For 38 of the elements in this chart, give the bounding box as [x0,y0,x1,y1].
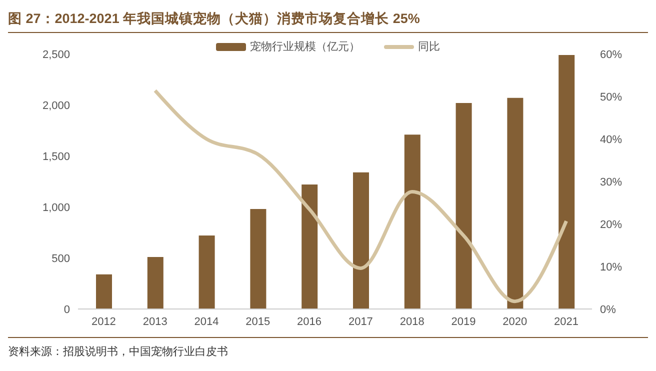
bar [558,55,575,309]
y2-tick-label: 20% [600,218,622,231]
y2-tick-label: 30% [600,176,622,188]
x-tick-label: 2019 [451,316,476,328]
x-tick-label: 2013 [142,316,168,328]
y-tick-label: 2,500 [42,48,70,61]
bar [353,172,369,309]
bar [250,209,266,309]
y-tick-label: 2,000 [42,100,70,112]
y2-tick-label: 60% [600,48,622,61]
y2-tick-label: 40% [600,134,622,146]
bar [456,102,472,309]
legend-label: 宠物行业规模（亿元） [249,40,360,54]
y-tick-label: 500 [52,252,70,265]
chart-title: 图 27：2012-2021 年我国城镇宠物（犬猫）消费市场复合增长 25% [8,8,648,33]
y-tick-label: 1,000 [42,202,70,214]
y-tick-label: 0 [64,304,70,316]
x-tick-label: 2012 [91,316,116,328]
text: 资料来源：招股说明书，中国宠物行业白皮书 [8,337,648,359]
line-series [153,88,568,304]
legend-label: 同比 [417,40,440,54]
bar [198,236,215,309]
x-tick-label: 2016 [297,316,322,328]
bar [302,184,318,309]
x-tick-label: 2017 [348,316,373,328]
x-tick-label: 2021 [554,316,579,328]
bar [96,274,112,309]
x-tick-label: 2018 [400,316,424,328]
y-tick-label: 1,500 [42,150,70,163]
x-tick-label: 2015 [246,316,270,328]
y2-tick-label: 10% [600,261,622,274]
x-tick-label: 2020 [502,316,528,328]
x-tick-label: 2014 [194,316,219,328]
y2-tick-label: 0% [600,304,616,316]
bar [147,256,164,309]
bar [404,134,420,309]
bar [507,98,524,309]
y2-tick-label: 50% [600,91,622,104]
